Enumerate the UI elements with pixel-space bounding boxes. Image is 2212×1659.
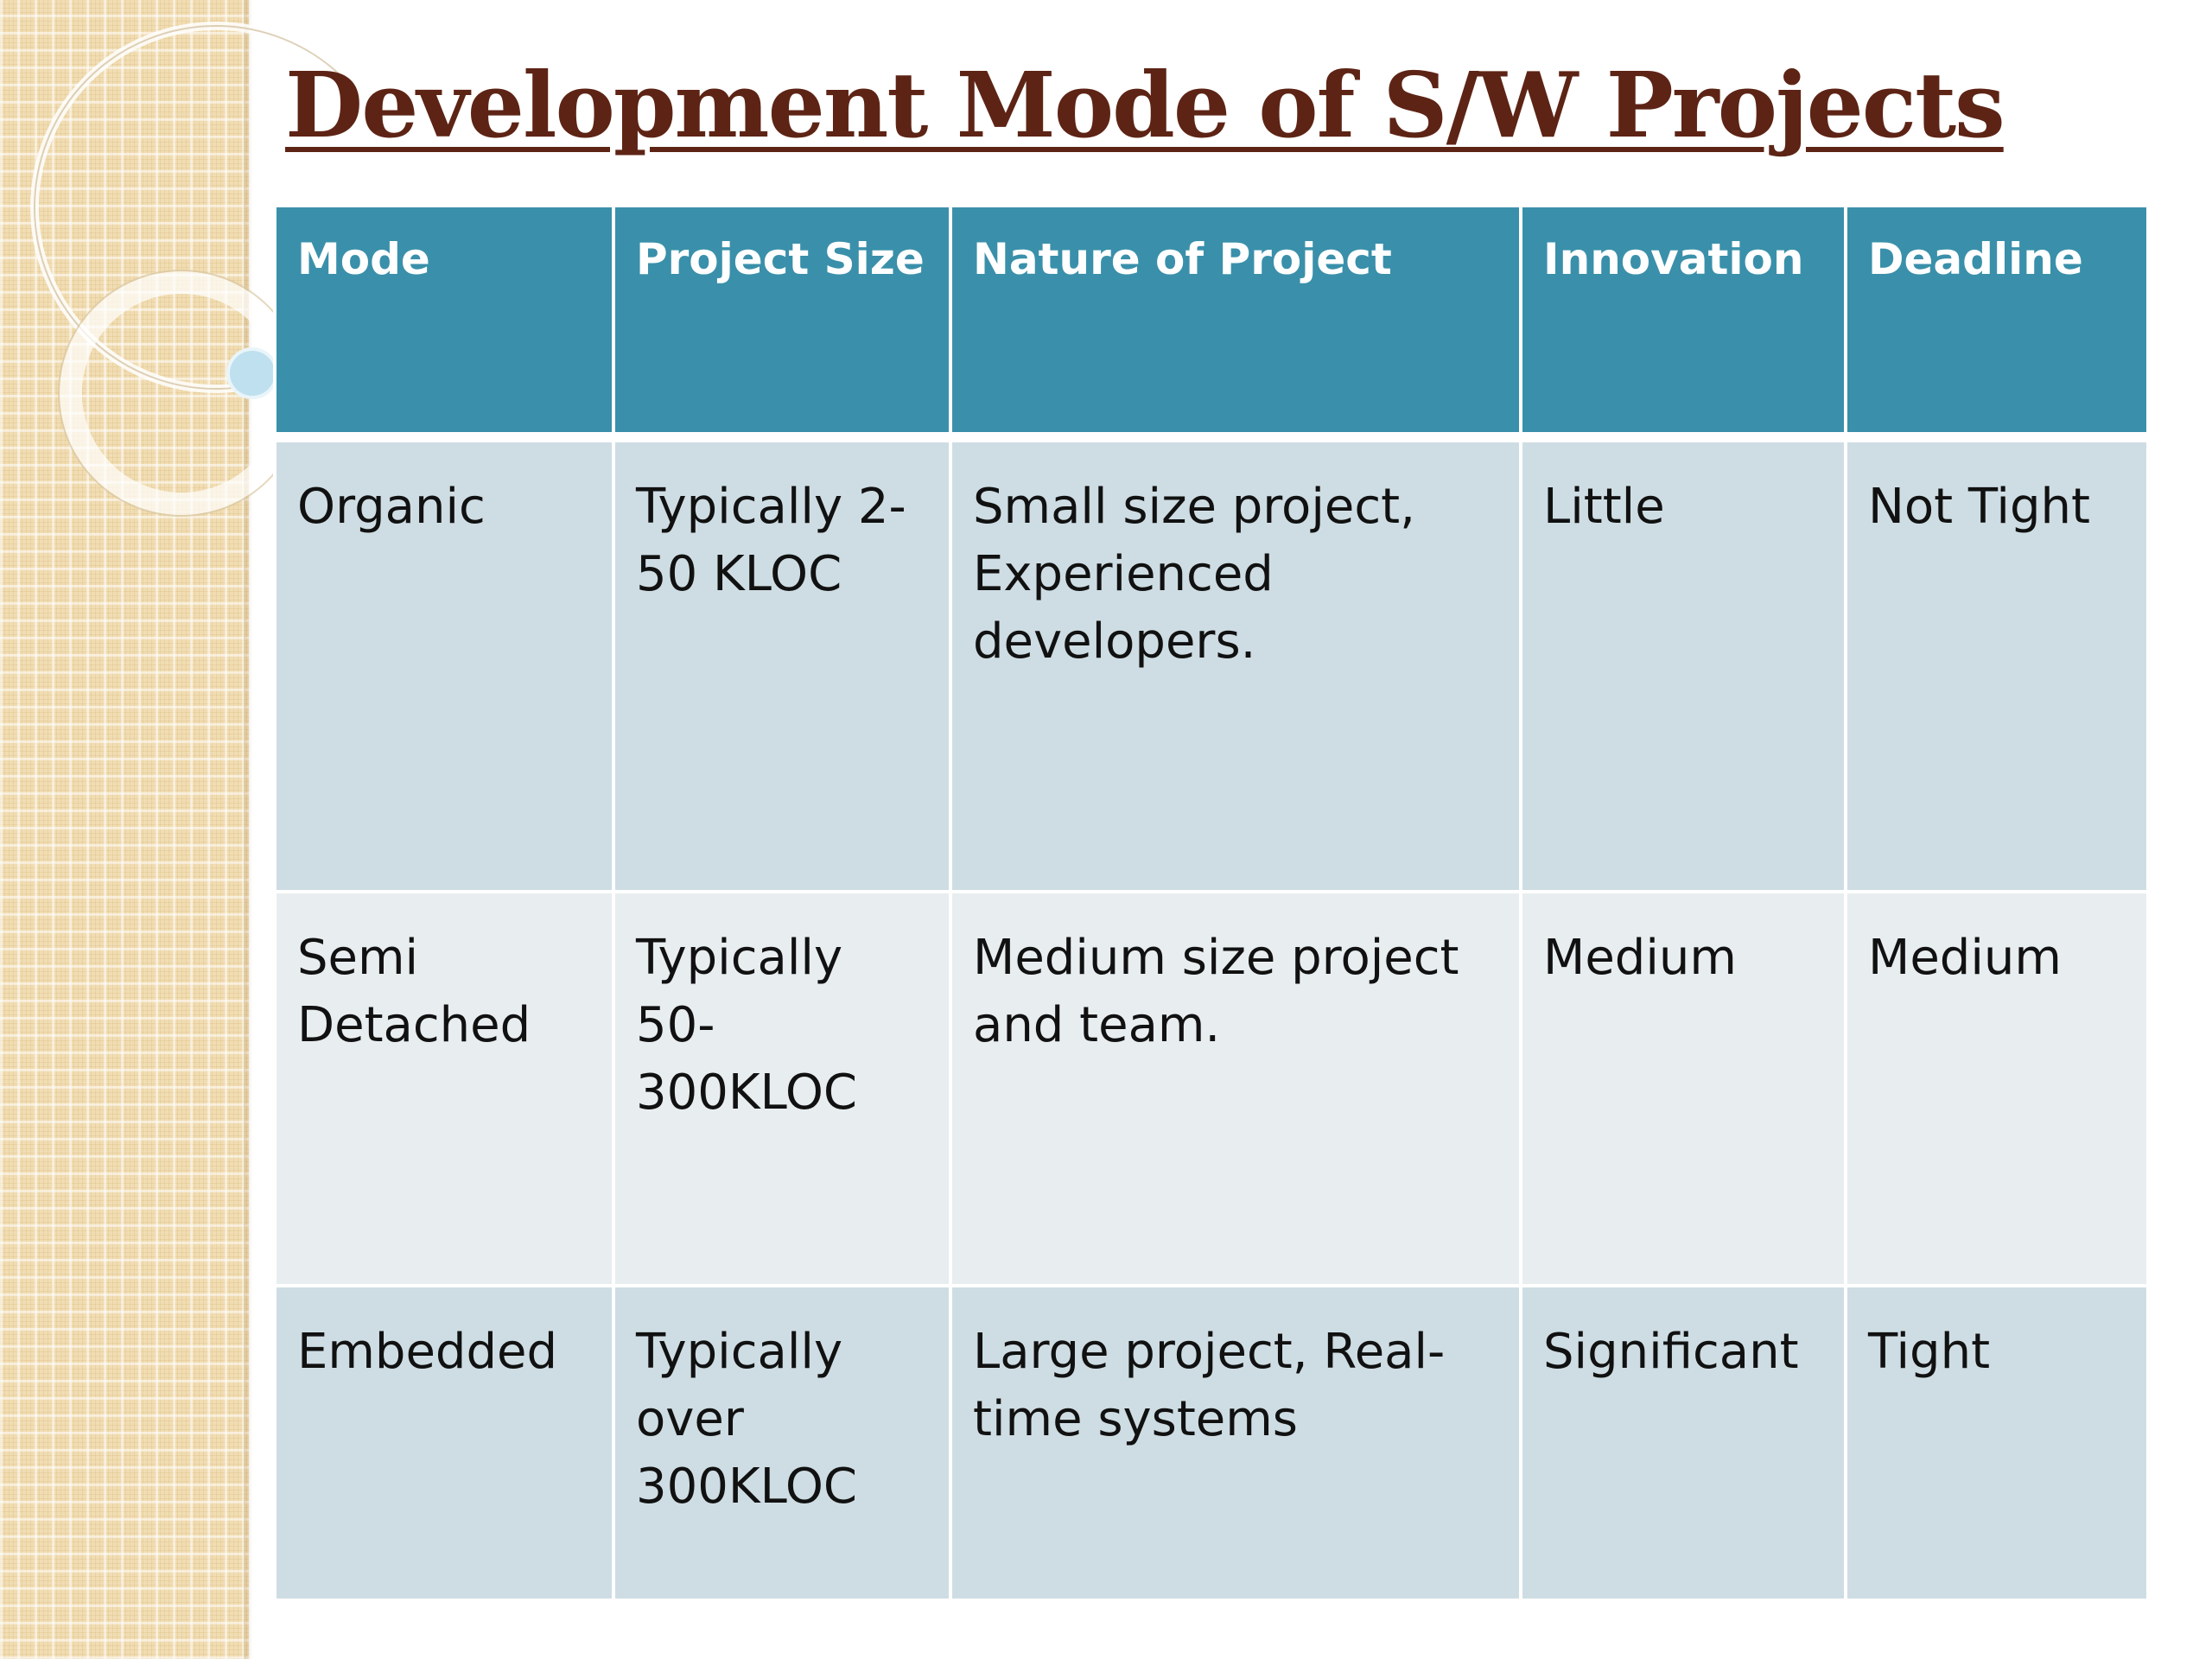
cell-mode: Semi Detached xyxy=(273,890,615,1287)
cell-nature-of-project: Medium size project and team. xyxy=(949,890,1522,1287)
cell-nature-of-project: Large project, Real-time systems xyxy=(949,1284,1522,1602)
header-innovation: Innovation xyxy=(1519,204,1847,442)
header-project-size: Project Size xyxy=(612,204,952,442)
slide-title: Development Mode of S/W Projects xyxy=(285,52,2005,158)
cell-deadline: Tight xyxy=(1844,1284,2150,1602)
table-row: Embedded Typically over 300KLOC Large pr… xyxy=(273,1284,2150,1602)
development-mode-table: Mode Project Size Nature of Project Inno… xyxy=(273,204,2150,1602)
cell-project-size: Typically 2-50 KLOC xyxy=(612,435,952,893)
cell-project-size: Typically over 300KLOC xyxy=(612,1284,952,1602)
header-nature-of-project: Nature of Project xyxy=(949,204,1522,442)
cell-innovation: Little xyxy=(1519,435,1847,893)
cell-deadline: Not Tight xyxy=(1844,435,2150,893)
table-row: Organic Typically 2-50 KLOC Small size p… xyxy=(273,435,2150,893)
cell-mode: Organic xyxy=(273,435,615,893)
cell-nature-of-project: Small size project, Experienced develope… xyxy=(949,435,1522,893)
header-deadline: Deadline xyxy=(1844,204,2150,442)
table-row: Semi Detached Typically 50-300KLOC Mediu… xyxy=(273,890,2150,1287)
side-strip-shadow xyxy=(244,0,252,1659)
cell-innovation: Significant xyxy=(1519,1284,1847,1602)
cell-project-size: Typically 50-300KLOC xyxy=(612,890,952,1287)
cell-deadline: Medium xyxy=(1844,890,2150,1287)
table-header-row: Mode Project Size Nature of Project Inno… xyxy=(273,204,2150,442)
cell-innovation: Medium xyxy=(1519,890,1847,1287)
blue-dot-decoration xyxy=(226,347,278,399)
header-mode: Mode xyxy=(273,204,615,442)
cell-mode: Embedded xyxy=(273,1284,615,1602)
large-ring-outline xyxy=(34,25,346,390)
